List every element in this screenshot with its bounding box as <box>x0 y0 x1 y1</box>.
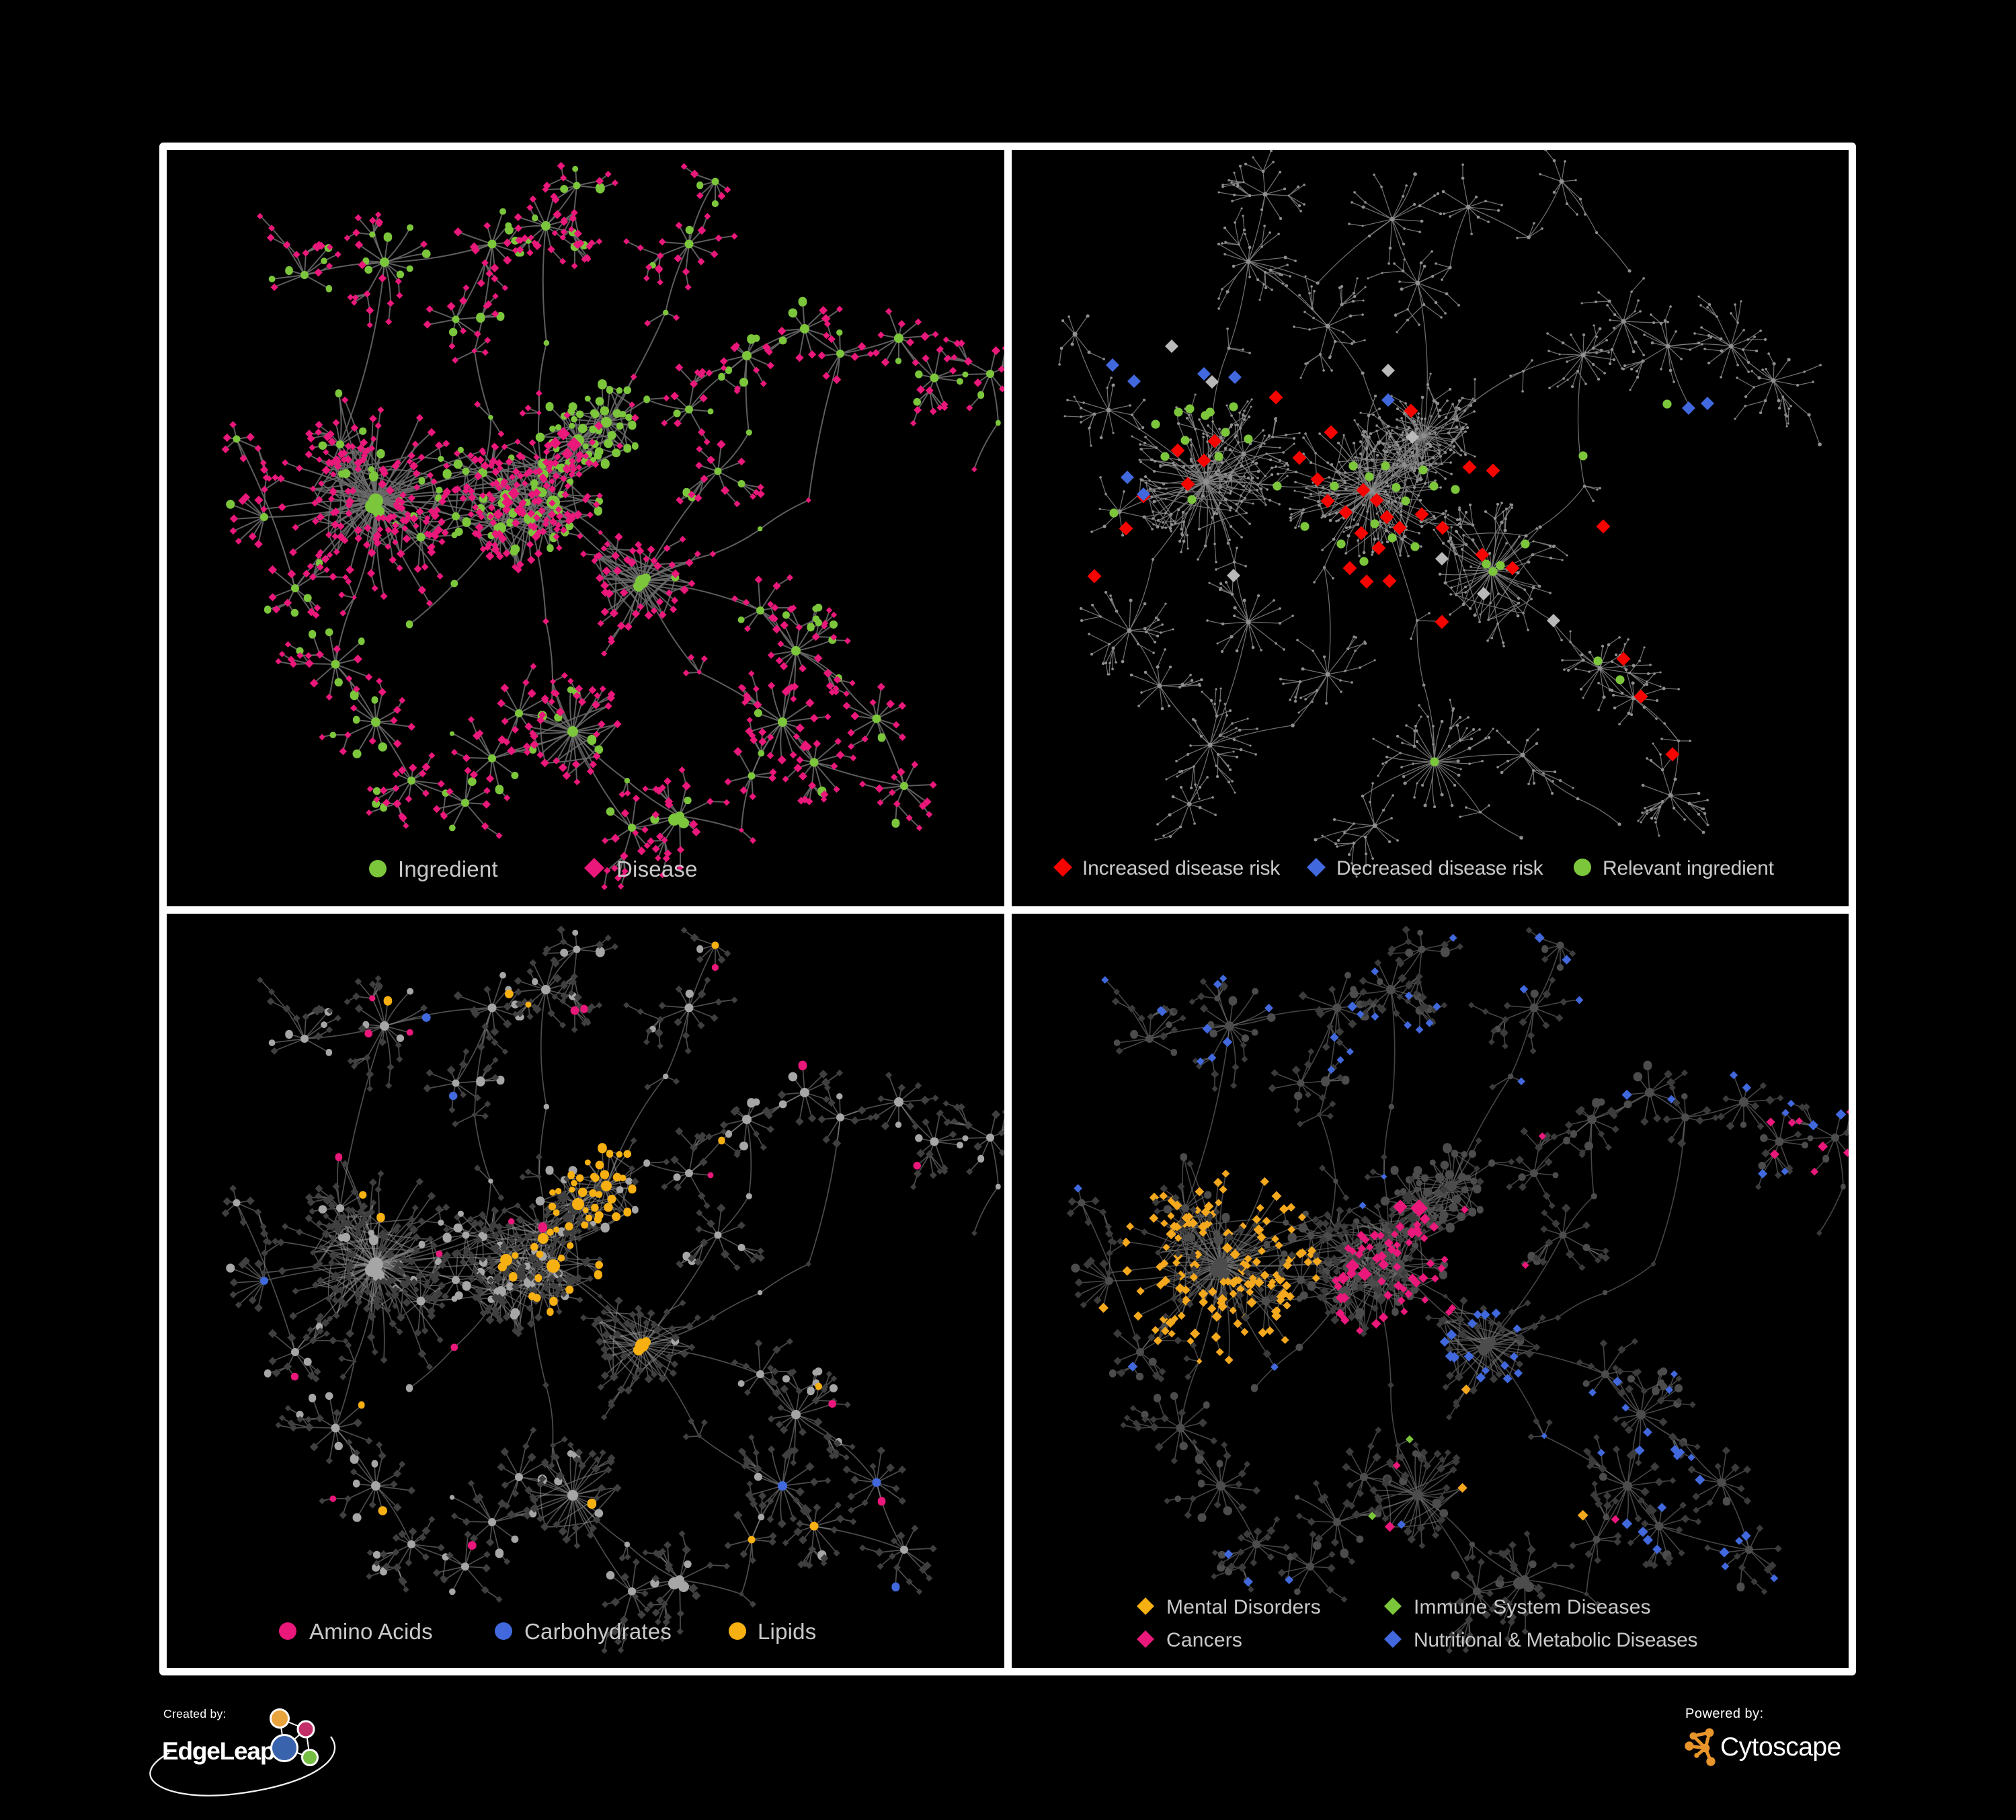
svg-text:Carbohydrates: Carbohydrates <box>524 1619 672 1644</box>
svg-text:Increased disease risk: Increased disease risk <box>1082 857 1281 879</box>
svg-text:Powered by:: Powered by: <box>1685 1706 1764 1721</box>
svg-text:Relevant ingredient: Relevant ingredient <box>1603 857 1775 879</box>
svg-text:EdgeLeap: EdgeLeap <box>162 1737 275 1765</box>
svg-text:Ingredient: Ingredient <box>398 857 498 881</box>
svg-text:Decreased disease risk: Decreased disease risk <box>1336 857 1544 879</box>
svg-text:Mental Disorders: Mental Disorders <box>1166 1596 1321 1618</box>
svg-text:Immune System Diseases: Immune System Diseases <box>1414 1596 1651 1618</box>
svg-text:Created by:: Created by: <box>163 1707 227 1720</box>
svg-text:Nutritional & Metabolic Diseas: Nutritional & Metabolic Diseases <box>1414 1629 1697 1651</box>
svg-text:Amino Acids: Amino Acids <box>309 1619 433 1644</box>
svg-text:Lipids: Lipids <box>758 1619 816 1644</box>
svg-text:Disease: Disease <box>616 857 698 881</box>
svg-text:Cytoscape: Cytoscape <box>1720 1733 1841 1762</box>
svg-text:Cancers: Cancers <box>1166 1629 1242 1651</box>
